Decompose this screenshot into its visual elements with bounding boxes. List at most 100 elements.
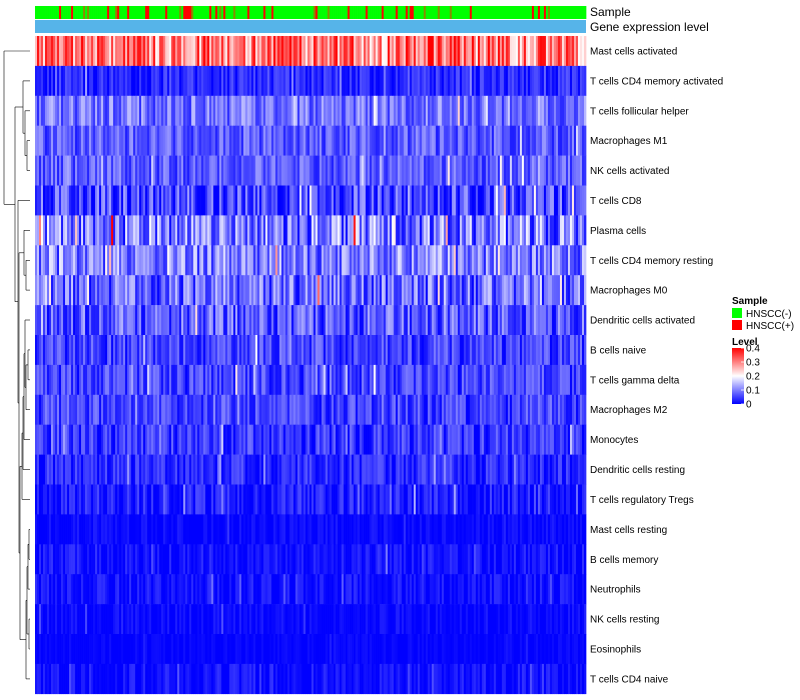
heatmap-cell (545, 454, 549, 485)
heatmap-cell (413, 215, 417, 246)
heatmap-cell (219, 275, 222, 306)
heatmap-cell (227, 305, 230, 336)
heatmap-cell (35, 155, 38, 186)
heatmap-cell (169, 125, 172, 156)
heatmap-cell (505, 335, 509, 366)
sample-annotation-cell (417, 6, 421, 19)
heatmap-cell (339, 36, 342, 67)
heatmap-cell (373, 245, 376, 276)
heatmap-cell (171, 125, 174, 156)
heatmap-cell (61, 125, 64, 156)
heatmap-cell (105, 424, 108, 455)
heatmap-cell (211, 305, 214, 336)
heatmap-cell (389, 424, 392, 455)
heatmap-cell (57, 65, 60, 97)
heatmap-cell (453, 454, 457, 485)
heatmap-cell (525, 65, 529, 97)
heatmap-cell (39, 364, 42, 396)
heatmap-cell (439, 364, 443, 396)
heatmap-cell (501, 514, 505, 545)
heatmap-cell (243, 364, 246, 396)
heatmap-cell (37, 185, 40, 216)
heatmap-cell (417, 245, 421, 276)
heatmap-cell (187, 245, 190, 276)
heatmap-cell (371, 275, 374, 306)
heatmap-cell (191, 65, 194, 97)
heatmap-cell (175, 36, 178, 67)
heatmap-cell (289, 364, 292, 396)
heatmap-cell (177, 484, 180, 515)
heatmap-cell (99, 275, 102, 306)
heatmap-cell (209, 514, 212, 545)
heatmap-cell (553, 335, 557, 366)
heatmap-cell (265, 125, 268, 156)
heatmap-cell (409, 424, 413, 455)
heatmap-cell (175, 215, 178, 246)
heatmap-cell (567, 484, 571, 515)
heatmap-cell (233, 36, 236, 67)
heatmap-cell (443, 305, 447, 336)
heatmap-cell (251, 364, 254, 396)
heatmap-cell (511, 335, 515, 366)
heatmap-cell (445, 185, 449, 216)
heatmap-cell (385, 95, 388, 126)
heatmap-cell (73, 36, 76, 67)
heatmap-cell (477, 364, 481, 396)
heatmap-cell (45, 394, 48, 425)
heatmap-cell (433, 125, 437, 156)
heatmap-cell (393, 215, 396, 246)
heatmap-cell (61, 305, 64, 336)
heatmap-cell (553, 65, 557, 97)
heatmap-cell (505, 125, 509, 156)
heatmap-cell (261, 424, 264, 455)
heatmap-cell (545, 155, 549, 186)
heatmap-cell (173, 125, 176, 156)
heatmap-cell (405, 454, 409, 485)
heatmap-cell (53, 424, 56, 455)
heatmap-cell (45, 424, 48, 455)
heatmap-cell (429, 215, 433, 246)
heatmap-cell (55, 95, 58, 126)
heatmap-cell (99, 394, 102, 425)
heatmap-cell (65, 364, 68, 396)
heatmap-cell (101, 335, 104, 366)
heatmap-cell (543, 275, 547, 306)
heatmap-cell (387, 95, 390, 126)
heatmap-cell (499, 215, 503, 246)
heatmap-cell (429, 36, 433, 67)
heatmap-cell (441, 424, 445, 455)
heatmap-cell (267, 305, 270, 336)
heatmap-cell (59, 215, 62, 246)
heatmap-cell (433, 424, 437, 455)
heatmap-cell (545, 95, 549, 126)
heatmap-cell (95, 514, 98, 545)
heatmap-cell (305, 36, 308, 67)
heatmap-cell (103, 514, 106, 545)
heatmap-cell (223, 36, 226, 67)
heatmap-cell (207, 454, 210, 485)
heatmap-cell (167, 454, 170, 485)
heatmap-cell (427, 125, 431, 156)
heatmap-cell (185, 394, 188, 425)
heatmap-cell (231, 275, 234, 306)
heatmap-cell (487, 424, 491, 455)
sample-annotation-cell (85, 6, 88, 19)
heatmap-cell (387, 364, 390, 396)
heatmap-cell (173, 215, 176, 246)
heatmap-cell (421, 275, 425, 306)
heatmap-cell (253, 65, 256, 97)
heatmap-cell (465, 65, 469, 97)
heatmap-cell (247, 454, 250, 485)
heatmap-cell (91, 424, 94, 455)
heatmap-cell (113, 514, 116, 545)
sample-annotation-cell (449, 6, 453, 19)
heatmap-cell (361, 125, 364, 156)
heatmap-cell (483, 65, 487, 97)
heatmap-cell (157, 36, 160, 67)
sample-annotation-cell (293, 6, 296, 19)
heatmap-cell (353, 65, 356, 97)
heatmap-cell (185, 275, 188, 306)
heatmap-cell (269, 484, 272, 515)
sample-annotation-cell (573, 6, 577, 19)
heatmap-cell (411, 245, 415, 276)
